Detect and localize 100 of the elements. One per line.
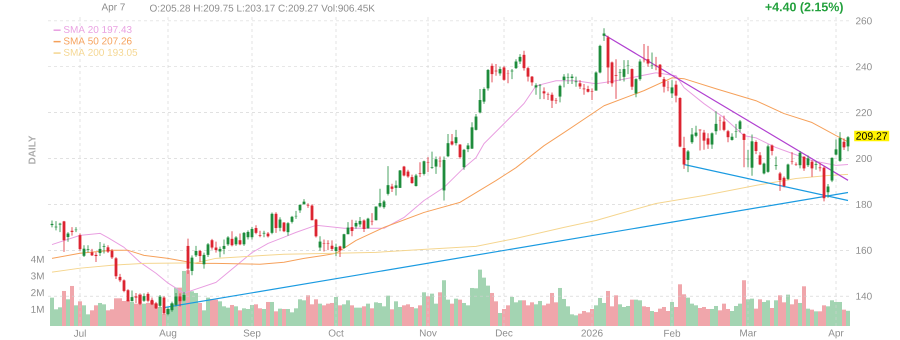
bar [346,300,350,326]
candlestick [754,140,758,155]
text: 209.27 [856,132,888,140]
bar [646,306,650,326]
line-series [52,77,849,265]
bar [338,305,342,326]
candlestick [666,80,670,92]
candlestick [426,156,430,172]
bar [578,314,582,326]
candlestick [66,232,70,242]
x-tick-label: Feb [664,330,680,337]
text: DAILY [28,136,36,164]
candlestick [650,52,654,70]
bar [638,300,642,326]
candlestick [58,222,62,233]
bar [306,295,310,326]
x-tick-label: Mar [740,330,756,336]
bar [102,304,106,326]
y-tick-label: 240 [856,63,872,70]
candlestick [282,222,286,233]
candlestick [782,176,786,188]
bar [650,310,654,326]
bar [702,306,706,326]
bar [450,304,454,326]
bar [162,314,166,326]
candlestick [402,165,406,177]
bar [618,304,622,326]
bar [478,270,482,326]
bar [458,300,462,326]
bar [258,308,262,326]
candlestick [530,76,534,86]
bar [430,294,434,326]
candlestick [506,70,510,84]
bar [266,302,270,326]
bar [350,305,354,326]
bar [550,292,554,326]
bar [598,298,602,326]
bar [50,298,54,326]
candlestick [374,206,378,221]
candlestick [702,129,706,150]
bar [342,304,346,326]
candlestick [542,87,546,100]
candlestick [486,68,490,92]
candlestick [722,115,726,132]
candlestick [422,160,426,176]
bar [218,301,222,326]
candlestick [846,136,850,152]
bar [706,308,710,326]
candlestick [202,252,206,270]
y-tick-label: 160 [856,246,872,254]
candlestick [694,125,698,138]
candlestick [658,64,662,78]
bar [318,304,322,326]
candlestick [770,144,774,156]
candlestick [238,233,242,246]
candlestick [458,144,462,160]
bar [374,302,378,326]
candlestick [742,132,746,168]
candlestick [710,132,714,150]
bar [410,306,414,326]
bar [574,315,578,326]
bar [386,296,390,326]
candlestick [550,92,554,108]
candlestick [462,148,466,170]
candlestick [802,156,806,172]
bar [822,305,826,326]
candlestick [214,241,218,253]
bar [838,302,842,326]
candlestick [446,134,450,158]
bar [74,305,78,326]
bar [234,306,238,326]
bar [414,308,418,326]
bar [362,306,366,326]
candlestick [230,230,234,247]
bar [254,304,258,326]
text: Apr 7 [102,4,125,12]
candlestick [490,63,494,83]
y-tick-label: 140 [856,292,872,300]
candlestick [218,246,222,258]
bar [770,308,774,326]
candlestick [102,243,106,254]
bar [830,300,834,326]
candlestick [234,236,238,246]
bar [506,305,510,326]
candlestick [294,210,298,220]
bar [558,288,562,326]
candlestick [434,156,438,174]
bar [370,308,374,326]
bar [58,307,62,326]
bar [198,302,202,326]
candlestick [630,68,634,90]
legend-label: SMA 200 193.05 [64,48,138,56]
candlestick [698,128,702,151]
bar [278,308,282,326]
bar [106,310,110,326]
candlestick [318,236,322,252]
x-tick-label: Oct [328,330,344,337]
bar [530,302,534,326]
candlestick [626,60,630,74]
bar [246,308,250,326]
